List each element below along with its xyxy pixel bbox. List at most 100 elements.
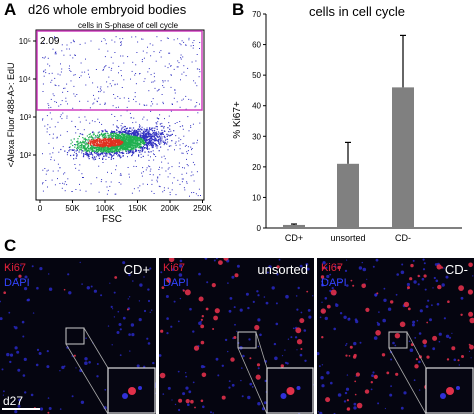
scatter-point [43, 42, 44, 44]
scatter-point [116, 148, 118, 150]
scatter-point [69, 149, 71, 151]
scatter-point [95, 144, 97, 146]
scatter-point [93, 150, 95, 152]
scatter-point [110, 157, 113, 159]
scatter-point [88, 133, 90, 136]
scatter-point [115, 36, 117, 38]
micrograph-unsorted: Ki67 DAPI unsorted [159, 258, 314, 414]
scatter-point [155, 122, 157, 124]
scatter-point [115, 150, 118, 152]
scatter-point [126, 134, 128, 137]
scatter-point [151, 139, 153, 141]
scatter-point [106, 193, 108, 195]
dapi-nucleus [326, 274, 330, 279]
x-tick-label: CD+ [285, 233, 303, 243]
dapi-nucleus [400, 406, 404, 410]
scatter-point [170, 130, 172, 132]
scatter-point [194, 106, 196, 108]
dapi-nucleus [422, 258, 425, 261]
scatter-point [70, 139, 72, 141]
scatter-point [94, 157, 96, 159]
scatter-point [146, 104, 148, 106]
chart-title: cells in cell cycle [309, 4, 405, 19]
scatter-point [98, 155, 100, 157]
scatter-point [102, 152, 104, 154]
scatter-point [149, 144, 151, 146]
scatter-point [181, 125, 183, 127]
x-tick-label: CD- [395, 233, 411, 243]
scatter-point [104, 145, 106, 147]
scatter-point [90, 147, 92, 149]
scatter-point [138, 126, 141, 128]
scatter-point [105, 134, 107, 136]
scatter-point [190, 99, 192, 101]
dapi-nucleus [146, 337, 149, 340]
scatter-point [115, 193, 117, 195]
scatter-point [182, 56, 184, 58]
scatter-point [174, 92, 176, 94]
scatter-point [54, 101, 56, 103]
scatter-point [136, 146, 138, 148]
scatter-point [104, 143, 107, 145]
dapi-nucleus [147, 299, 151, 303]
scatter-point [60, 71, 62, 73]
dapi-nucleus [295, 295, 298, 297]
scatter-point [135, 73, 137, 74]
scatter-point [144, 140, 146, 142]
scatter-point [79, 100, 81, 102]
dapi-nucleus [241, 395, 244, 398]
scatter-point [152, 174, 154, 176]
scatter-point [178, 62, 180, 64]
scatter-point [110, 158, 112, 160]
scatter-point [68, 150, 70, 152]
scatter-point [135, 166, 137, 167]
scatter-point [148, 159, 150, 161]
scatter-point [100, 86, 102, 88]
scatter-point [134, 138, 136, 140]
scatter-point [139, 138, 141, 140]
dapi-nucleus [178, 273, 183, 277]
scatter-point [161, 136, 163, 138]
scatter-point [109, 148, 111, 150]
scatter-point [154, 140, 156, 142]
dapi-nucleus [221, 364, 224, 367]
scatter-point [151, 146, 153, 149]
ki67-cell [354, 380, 357, 383]
scatter-point [88, 145, 90, 147]
scatter-point [98, 135, 100, 137]
scatter-point [152, 141, 154, 143]
scatter-point [173, 177, 175, 179]
dapi-nucleus [179, 259, 183, 263]
dapi-nucleus [90, 285, 93, 288]
dapi-nucleus [432, 347, 436, 351]
scatter-point [148, 165, 150, 167]
dapi-nucleus [109, 282, 111, 284]
scatter-point [83, 147, 85, 149]
scatter-point [149, 140, 151, 142]
scatter-point [141, 147, 144, 149]
dapi-nucleus [322, 261, 326, 265]
scatter-point [130, 78, 131, 80]
scatter-point [191, 171, 193, 173]
scatter-point [90, 142, 92, 144]
scatter-point [96, 100, 98, 102]
scatter-point [120, 136, 122, 138]
scatter-point [166, 133, 168, 135]
scatter-point [91, 144, 93, 146]
scatter-point [125, 132, 127, 134]
scatter-point [91, 120, 93, 122]
scatter-point [107, 138, 109, 140]
scatter-point [144, 135, 146, 137]
dapi-nucleus [372, 265, 375, 268]
dapi-nucleus [24, 391, 27, 394]
scatter-point [95, 140, 97, 142]
scatter-point [116, 142, 118, 144]
dapi-nucleus [119, 328, 122, 331]
scatter-point [130, 137, 133, 139]
scatter-point [143, 147, 145, 149]
scatter-point [139, 125, 141, 127]
scatter-point [105, 147, 107, 150]
scatter-point [167, 176, 169, 178]
dapi-nucleus [17, 368, 21, 372]
scatter-point [87, 69, 89, 71]
